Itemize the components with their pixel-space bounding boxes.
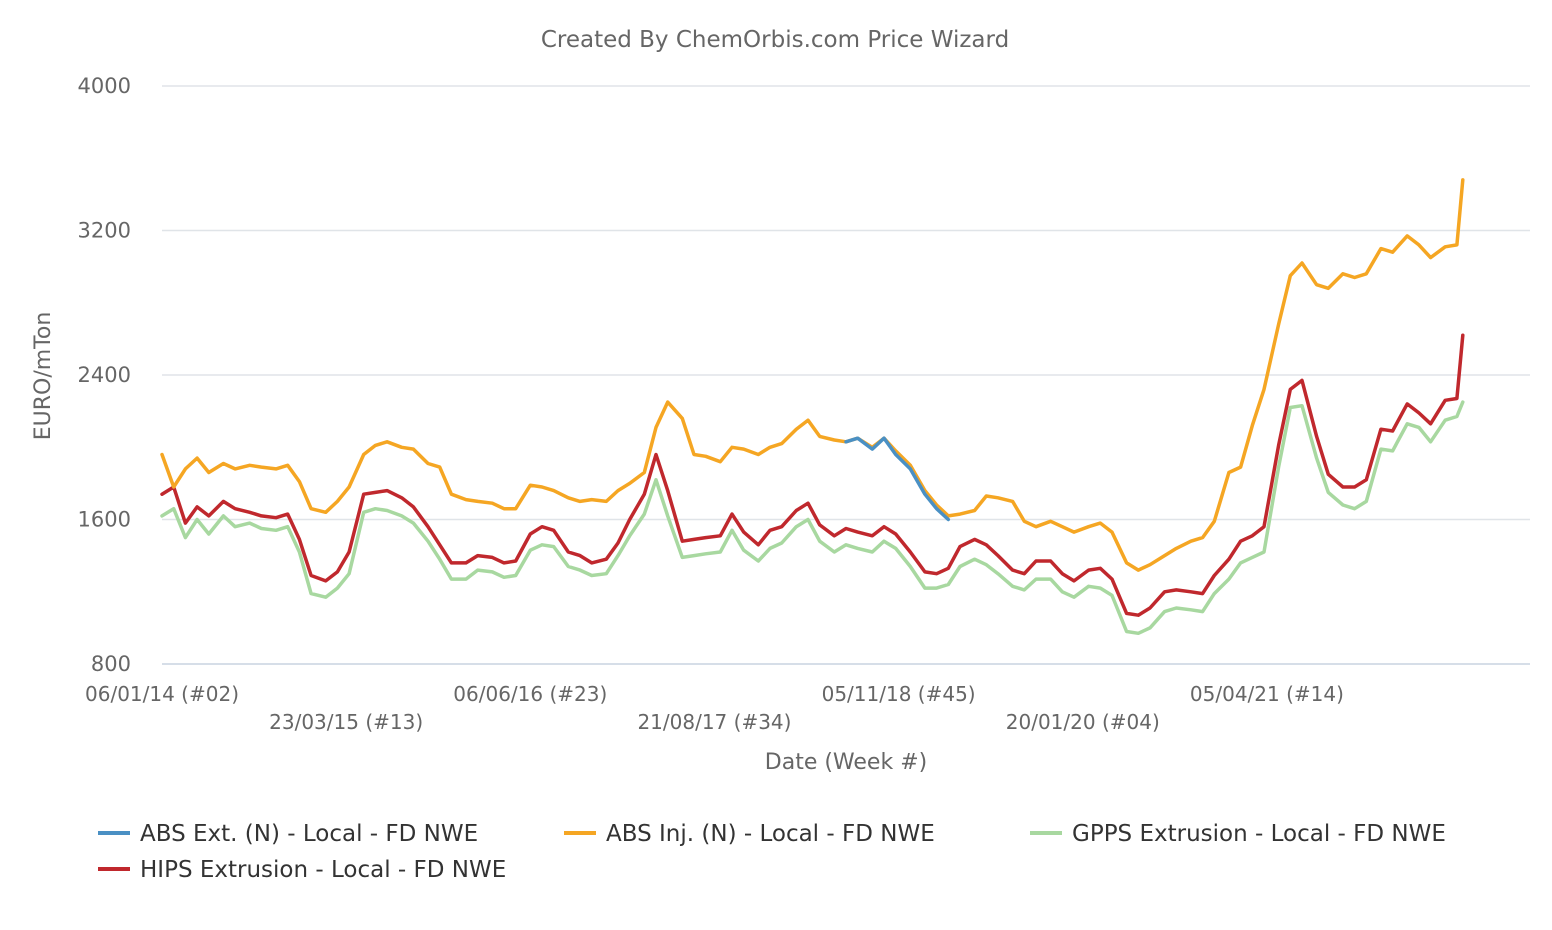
series-lines [160,178,1465,636]
x-tick-label: 06/06/16 (#23) [453,682,607,706]
chart-title: Created By ChemOrbis.com Price Wizard [541,27,1009,53]
x-tick-label: 06/01/14 (#02) [85,682,239,706]
y-tick-label: 1600 [78,508,131,532]
x-axis-label: Date (Week #) [765,750,927,775]
y-tick-label: 800 [91,652,131,676]
legend-item[interactable]: ABS Ext. (N) - Local - FD NWE [98,821,478,847]
x-tick-label: 21/08/17 (#34) [637,710,791,734]
y-tick-label: 3200 [78,219,131,243]
x-tick-label: 05/11/18 (#45) [822,682,976,706]
series-line-2 [160,400,1465,636]
gridlines [162,85,1530,665]
x-tick-label: 05/04/21 (#14) [1190,682,1344,706]
x-axis-ticks: 06/01/14 (#02) 23/03/15 (#13) 06/06/16 (#2… [85,682,1344,734]
legend-label: ABS Inj. (N) - Local - FD NWE [606,821,935,847]
series-line-0 [844,436,951,522]
legend-item[interactable]: GPPS Extrusion - Local - FD NWE [1030,821,1446,847]
x-tick-label: 23/03/15 (#13) [269,710,423,734]
series-line-1 [160,178,1465,572]
y-axis-label: EURO/mTon [31,312,56,441]
y-tick-label: 4000 [78,74,131,98]
x-tick-label: 20/01/20 (#04) [1006,710,1160,734]
legend: ABS Ext. (N) - Local - FD NWE ABS Inj. (N… [98,821,1446,883]
legend-label: HIPS Extrusion - Local - FD NWE [140,857,506,883]
series-line-3 [160,333,1465,617]
legend-item[interactable]: ABS Inj. (N) - Local - FD NWE [564,821,935,847]
legend-item[interactable]: HIPS Extrusion - Local - FD NWE [98,857,506,883]
legend-label: GPPS Extrusion - Local - FD NWE [1072,821,1446,847]
y-tick-label: 2400 [78,363,131,387]
legend-label: ABS Ext. (N) - Local - FD NWE [140,821,478,847]
y-axis-ticks: 800 1600 2400 3200 4000 [78,74,131,676]
